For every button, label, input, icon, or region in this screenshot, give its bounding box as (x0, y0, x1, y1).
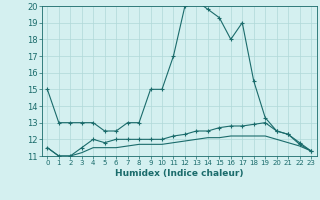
X-axis label: Humidex (Indice chaleur): Humidex (Indice chaleur) (115, 169, 244, 178)
